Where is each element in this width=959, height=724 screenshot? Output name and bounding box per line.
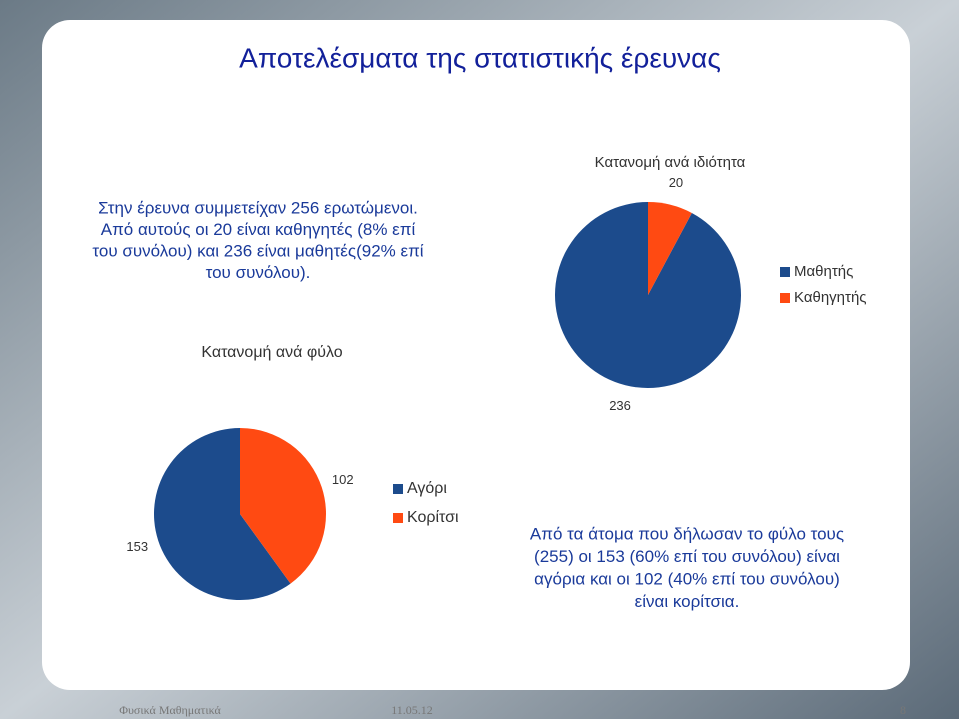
text-line: είναι κορίτσια. — [635, 592, 740, 611]
legend-label: Μαθητής — [794, 263, 853, 280]
pie-slice — [648, 202, 692, 295]
text-line: του συνόλου) και 236 είναι μαθητές(92% ε… — [92, 241, 423, 260]
intro-text: Στην έρευνα συμμετείχαν 256 ερωτώμενοι. Α… — [92, 198, 423, 282]
text-line: Από αυτούς οι 20 είναι καθηγητές (8% επί — [101, 220, 416, 239]
content-panel — [42, 20, 910, 690]
legend-label: Αγόρι — [407, 480, 447, 497]
text-line: Στην έρευνα συμμετείχαν 256 ερωτώμενοι. — [98, 198, 418, 217]
gender-text: Από τα άτομα που δήλωσαν το φύλο τους (25… — [530, 524, 844, 611]
legend-swatch — [780, 293, 790, 303]
slide-title: Αποτελέσματα της στατιστικής έρευνας — [239, 42, 721, 73]
footer-date: 11.05.12 — [391, 703, 433, 717]
text-line: Από τα άτομα που δήλωσαν το φύλο τους — [530, 524, 844, 543]
legend-label: Κορίτσι — [407, 509, 459, 526]
data-label: 153 — [126, 539, 148, 554]
data-label: 20 — [669, 175, 683, 190]
legend-swatch — [393, 484, 403, 494]
chart-title: Κατανομή ανά φύλο — [201, 344, 342, 361]
legend-swatch — [393, 513, 403, 523]
pie-slice — [240, 428, 326, 584]
text-line: (255) οι 153 (60% επί του συνόλου) είναι — [534, 547, 840, 566]
footer-page: 8 — [900, 703, 906, 717]
data-label: 236 — [609, 398, 631, 413]
chart-title: Κατανομή ανά ιδιότητα — [595, 154, 746, 171]
pie-slice — [153, 428, 291, 600]
footer-left: Φυσικά Μαθηματικά — [119, 703, 221, 717]
text-line: αγόρια και οι 102 (40% επί του συνόλου) — [534, 569, 840, 588]
text-line: του συνόλου). — [206, 263, 311, 282]
legend-swatch — [780, 267, 790, 277]
data-label: 102 — [332, 472, 354, 487]
legend-label: Καθηγητής — [794, 289, 867, 306]
